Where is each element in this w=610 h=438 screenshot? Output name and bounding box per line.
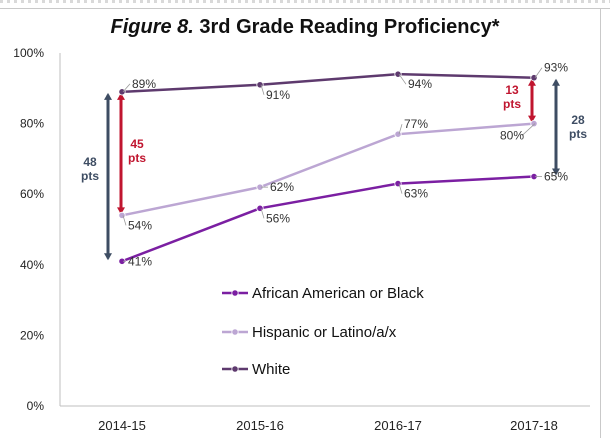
series-white-line: [121, 72, 535, 94]
gap-arrow-head-top: [552, 78, 560, 86]
gap-annotation-label: pts: [503, 97, 521, 111]
gap-arrow-head-bottom: [528, 115, 536, 123]
data-label: 93%: [544, 61, 568, 75]
series-white-point: [530, 74, 538, 82]
x-tick-label: 2017-18: [510, 418, 558, 433]
y-tick-label: 80%: [20, 117, 44, 131]
figure-label: Figure 8.: [110, 16, 194, 38]
gap-annotation-label: 13: [505, 83, 519, 97]
label-leader-line: [398, 183, 403, 194]
gap-annotation-label: pts: [81, 169, 99, 183]
data-label: 62%: [270, 180, 294, 194]
series-african-american-point: [256, 204, 264, 212]
label-leader-line: [534, 67, 543, 78]
data-label: 94%: [408, 77, 432, 91]
data-label: 80%: [500, 129, 524, 143]
gap-annotation-label: 28: [571, 113, 585, 127]
label-leader-line: [260, 208, 265, 219]
y-tick-label: 60%: [20, 187, 44, 201]
label-leader-line: [521, 123, 536, 136]
gap-annotation-label: 48: [83, 155, 97, 169]
chart-title: Figure 8. 3rd Grade Reading Proficiency*: [0, 16, 610, 39]
series-african-american-line: [121, 175, 535, 263]
data-label: 89%: [132, 77, 156, 91]
y-tick-label: 0%: [27, 399, 45, 413]
gap-arrow-head-bottom: [552, 168, 560, 176]
y-tick-label: 100%: [13, 46, 44, 60]
top-dashed-border: [0, 0, 610, 3]
series-african-american-point: [394, 180, 402, 188]
series-white-point: [394, 70, 402, 78]
data-label: 41%: [128, 254, 152, 268]
y-tick-label: 20%: [20, 328, 44, 342]
data-label: 77%: [404, 117, 428, 131]
data-label: 65%: [544, 170, 568, 184]
data-label: 91%: [266, 88, 290, 102]
legend-label: White: [252, 361, 290, 378]
gap-annotation-label: pts: [128, 151, 146, 165]
y-tick-label: 40%: [20, 258, 44, 272]
data-label: 54%: [128, 218, 152, 232]
title-text: 3rd Grade Reading Proficiency*: [193, 16, 500, 38]
x-tick-label: 2016-17: [374, 418, 422, 433]
legend-marker: [231, 365, 239, 373]
gap-arrow-head-bottom: [104, 253, 112, 261]
right-border: [600, 8, 601, 438]
gap-annotation-label: pts: [569, 127, 587, 141]
gap-arrow-head-top: [104, 92, 112, 100]
series-hispanic-line: [121, 122, 535, 217]
label-leader-line: [398, 73, 407, 85]
x-tick-label: 2015-16: [236, 418, 284, 433]
series-hispanic-point: [394, 130, 402, 138]
label-leader-line: [122, 83, 131, 93]
legend-marker: [231, 328, 239, 336]
gap-annotation-label: 45: [130, 137, 144, 151]
series-white-point: [256, 81, 264, 89]
gap-arrow-head-top: [528, 78, 536, 86]
data-label: 56%: [266, 211, 290, 225]
legend-label: African American or Black: [252, 285, 424, 302]
legend-marker: [231, 289, 239, 297]
legend-label: Hispanic or Latino/a/x: [252, 324, 397, 341]
gap-arrow-head-top: [117, 92, 125, 100]
x-tick-label: 2014-15: [98, 418, 146, 433]
label-leader-line: [260, 84, 265, 95]
label-leader-line: [122, 215, 127, 226]
series-white-point: [118, 88, 126, 96]
gap-arrow-head-bottom: [117, 207, 125, 215]
data-label: 63%: [404, 187, 428, 201]
series-hispanic-point: [530, 120, 538, 128]
series-hispanic-point: [118, 211, 126, 219]
top-border: [0, 8, 610, 9]
label-leader-line: [398, 124, 403, 135]
